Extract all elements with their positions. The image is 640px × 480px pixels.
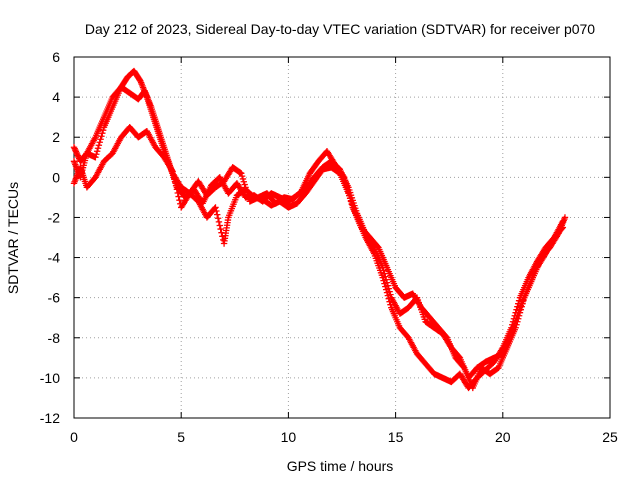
y-tick-label: -10 xyxy=(40,370,60,386)
x-tick-label: 25 xyxy=(602,429,618,445)
data-point xyxy=(514,303,521,310)
data-point xyxy=(214,211,221,218)
data-point xyxy=(385,295,392,302)
data-point xyxy=(241,181,248,188)
data-point xyxy=(174,189,181,197)
data-point xyxy=(212,204,219,211)
data-point xyxy=(98,133,105,140)
data-point xyxy=(95,142,103,149)
data-point xyxy=(175,193,182,200)
x-axis: 0 5 10 15 20 25 xyxy=(70,57,618,445)
data-point xyxy=(92,154,99,161)
data-point xyxy=(176,196,183,204)
data-point xyxy=(509,318,517,325)
x-tick-label: 10 xyxy=(281,429,297,445)
data-point xyxy=(509,321,516,328)
data-point xyxy=(512,309,519,316)
y-tick-label: -6 xyxy=(48,290,61,306)
data-point xyxy=(99,127,107,134)
data-point xyxy=(96,139,103,146)
y-axis: -12 -10 -8 -6 -4 -2 0 2 4 6 xyxy=(40,49,610,426)
chart-title: Day 212 of 2023, Sidereal Day-to-day VTE… xyxy=(85,21,595,37)
data-point xyxy=(217,225,224,233)
data-point xyxy=(387,301,394,308)
data-point xyxy=(384,292,392,299)
data-point xyxy=(510,315,518,322)
data-point xyxy=(513,306,520,313)
data-point xyxy=(215,218,223,226)
data-point xyxy=(239,175,247,183)
x-axis-label: GPS time / hours xyxy=(287,458,394,474)
y-tick-label: 0 xyxy=(52,169,60,185)
data-point xyxy=(559,218,567,225)
y-tick-label: -4 xyxy=(48,250,61,266)
data-point xyxy=(240,178,248,185)
data-point xyxy=(238,172,246,180)
data-point xyxy=(508,324,515,331)
data-point xyxy=(170,171,177,179)
series-track-2 xyxy=(70,83,567,382)
data-point xyxy=(382,283,389,290)
data-point xyxy=(238,170,245,177)
data-point xyxy=(515,300,522,307)
data-point xyxy=(379,274,386,281)
y-tick-label: -2 xyxy=(48,209,61,225)
plot-frame xyxy=(73,56,611,419)
data-point xyxy=(380,277,387,284)
x-tick-label: 0 xyxy=(70,429,78,445)
data-point xyxy=(168,166,175,174)
y-tick-label: -12 xyxy=(40,410,60,426)
x-tick-label: 15 xyxy=(388,429,404,445)
series-track-1 xyxy=(70,67,569,392)
data-point xyxy=(386,298,393,305)
data-point xyxy=(515,297,523,304)
data-point xyxy=(213,207,220,215)
y-tick-label: 4 xyxy=(52,89,60,105)
data-point xyxy=(94,145,102,152)
x-tick-label: 5 xyxy=(177,429,185,445)
series-track-3 xyxy=(70,123,567,392)
data-point xyxy=(383,289,391,296)
y-axis-label: SDTVAR / TECUs xyxy=(5,182,21,294)
x-tick-label: 20 xyxy=(495,429,511,445)
data-point xyxy=(382,286,390,293)
data-point xyxy=(171,175,178,182)
data-point xyxy=(214,215,222,222)
data-point xyxy=(171,178,179,186)
y-tick-label: 2 xyxy=(52,129,60,145)
data-point xyxy=(511,312,519,319)
data-point xyxy=(169,168,176,175)
data-point xyxy=(93,148,101,155)
data-point xyxy=(216,222,223,229)
data-point xyxy=(173,186,181,193)
y-tick-label: -8 xyxy=(48,330,61,346)
data-point xyxy=(172,182,180,189)
data-point xyxy=(498,346,506,353)
data-point xyxy=(97,136,104,143)
data-point xyxy=(93,151,100,158)
data-points xyxy=(70,67,569,392)
y-tick-label: 6 xyxy=(52,49,60,65)
data-point xyxy=(561,214,569,221)
data-point xyxy=(381,280,388,287)
